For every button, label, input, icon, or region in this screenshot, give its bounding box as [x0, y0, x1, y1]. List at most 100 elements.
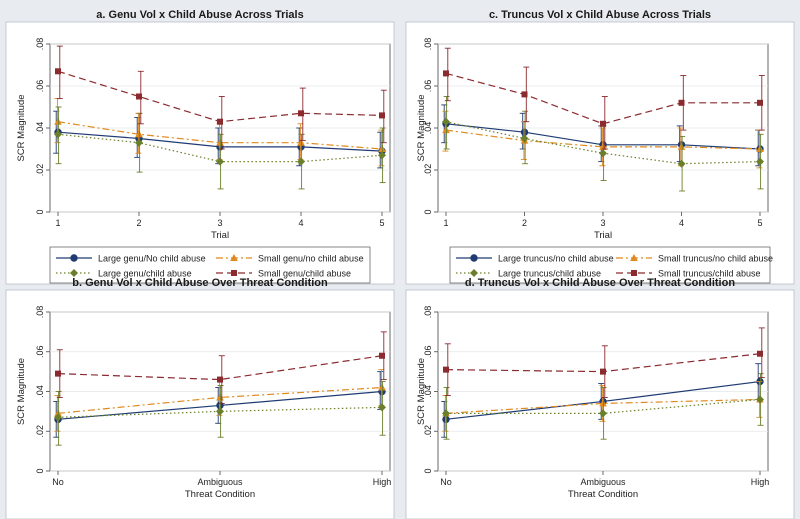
data-point — [757, 99, 763, 106]
data-point — [217, 118, 223, 125]
data-point — [135, 130, 143, 138]
series-large_yes — [442, 96, 764, 192]
x-tick-label: 1 — [443, 218, 448, 228]
chart-panel-c: c. Truncus Vol x Child Abuse Across Tria… — [405, 9, 795, 285]
legend-marker — [70, 269, 78, 277]
y-tick-label: .04 — [423, 385, 433, 398]
y-tick-label: 0 — [35, 209, 45, 214]
x-axis-label: Trial — [211, 230, 229, 241]
chart-title: b. Genu Vol x Child Abuse Over Threat Co… — [72, 277, 328, 289]
legend-label: Small truncus/no child abuse — [658, 254, 773, 264]
x-tick-label: 3 — [217, 218, 222, 228]
y-axis-label: SCR Magnitude — [416, 94, 427, 161]
y-tick-label: .06 — [35, 345, 45, 358]
panel-background — [5, 21, 395, 285]
data-point — [55, 68, 61, 75]
legend-label: Large genu/No child abuse — [98, 254, 206, 264]
y-tick-label: .08 — [35, 306, 45, 319]
data-point — [135, 138, 143, 147]
x-tick-label: 2 — [522, 218, 527, 228]
x-axis-label: Trial — [594, 230, 612, 241]
data-point — [297, 138, 305, 146]
data-point — [442, 126, 450, 134]
data-point — [521, 91, 528, 98]
data-point — [599, 149, 607, 158]
series-small_yes — [55, 331, 387, 404]
x-axis-label: Threat Condition — [568, 489, 638, 500]
data-point — [54, 413, 62, 422]
series-large_yes — [54, 106, 386, 190]
data-point — [217, 376, 223, 383]
y-tick-label: .04 — [35, 122, 45, 135]
y-tick-label: .06 — [423, 345, 433, 358]
data-point — [54, 130, 62, 139]
x-tick-label: 4 — [298, 218, 303, 228]
y-tick-label: .06 — [423, 80, 433, 93]
y-tick-label: .08 — [423, 38, 433, 51]
legend-marker — [631, 270, 637, 276]
data-point — [378, 383, 386, 391]
chart-title: d. Truncus Vol x Child Abuse Over Threat… — [465, 277, 735, 289]
data-point — [520, 128, 529, 136]
y-axis-label: SCR Magnitude — [16, 358, 27, 425]
legend-label: Small genu/child abuse — [258, 269, 351, 279]
legend-marker — [230, 254, 238, 261]
y-axis-label: SCR Magnitude — [416, 358, 427, 425]
y-tick-label: 0 — [423, 209, 433, 214]
x-tick-label: 1 — [55, 218, 60, 228]
chart-panel-d: d. Truncus Vol x Child Abuse Over Threat… — [405, 277, 795, 519]
x-tick-label: 3 — [600, 218, 605, 228]
data-point — [379, 352, 385, 359]
series-small_yes — [55, 45, 387, 150]
data-point — [677, 142, 686, 150]
legend-marker — [470, 254, 478, 262]
x-tick-label: Ambiguous — [580, 477, 626, 487]
data-point — [756, 395, 764, 404]
data-point — [600, 368, 606, 375]
data-point — [297, 157, 305, 166]
legend-label: Large truncus/child abuse — [498, 269, 601, 279]
legend-marker — [70, 254, 78, 262]
data-point — [216, 407, 224, 416]
legend-label: Small genu/no child abuse — [258, 254, 364, 264]
x-tick-label: 5 — [757, 218, 762, 228]
data-point — [520, 134, 529, 143]
y-tick-label: 0 — [35, 468, 45, 473]
data-point — [443, 366, 449, 373]
legend-marker — [630, 254, 638, 261]
data-point — [378, 403, 386, 412]
legend-marker — [231, 270, 237, 276]
y-tick-label: .02 — [423, 425, 433, 438]
data-point — [55, 370, 61, 377]
data-point — [378, 145, 386, 152]
y-tick-label: .06 — [35, 80, 45, 93]
data-point — [54, 117, 62, 125]
x-tick-label: 4 — [679, 218, 684, 228]
data-point — [216, 157, 224, 166]
data-point — [442, 117, 450, 126]
series-line — [57, 386, 383, 414]
legend-box — [449, 246, 771, 284]
data-point — [677, 159, 686, 168]
legend-box — [49, 246, 371, 284]
series-small_yes — [443, 327, 765, 398]
data-point — [54, 409, 62, 417]
data-point — [599, 409, 607, 418]
x-tick-label: No — [440, 477, 452, 487]
y-tick-label: .02 — [35, 164, 45, 177]
data-point — [600, 120, 606, 127]
series-large_yes — [54, 381, 386, 446]
legend-label: Small truncus/child abuse — [658, 269, 761, 279]
x-tick-label: High — [751, 477, 770, 487]
data-point — [678, 99, 685, 106]
data-point — [599, 399, 607, 407]
x-axis-label: Threat Condition — [185, 489, 255, 500]
y-tick-label: .08 — [35, 38, 45, 51]
x-tick-label: High — [373, 477, 392, 487]
data-point — [298, 110, 304, 117]
data-point — [136, 93, 142, 100]
y-tick-label: .02 — [35, 425, 45, 438]
y-axis-label: SCR Magnitude — [16, 94, 27, 161]
series-large_yes — [442, 373, 764, 440]
